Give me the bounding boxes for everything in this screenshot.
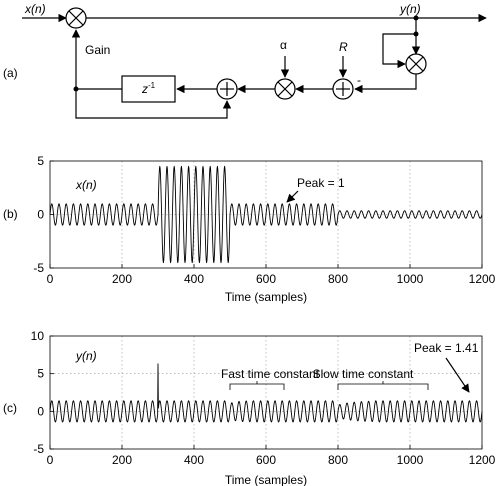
x-tick-label: 400 bbox=[184, 272, 204, 286]
minus-sign: - bbox=[357, 73, 361, 87]
reference-adder bbox=[332, 78, 354, 100]
squarer-multiplier bbox=[405, 53, 427, 75]
x-axis-label-c: Time (samples) bbox=[225, 473, 307, 486]
panel-c-label: (c) bbox=[3, 401, 17, 415]
x-tick-label: 800 bbox=[328, 453, 348, 467]
x-tick-label: 800 bbox=[328, 272, 348, 286]
y-tick-label: -5 bbox=[33, 261, 44, 275]
x-tick-label: 1000 bbox=[397, 453, 424, 467]
gain-label: Gain bbox=[85, 43, 110, 57]
x-tick-label: 1000 bbox=[397, 272, 424, 286]
r-label: R bbox=[339, 40, 348, 54]
panel-a-label: (a) bbox=[3, 66, 18, 80]
x-tick-label: 1200 bbox=[469, 453, 496, 467]
input-label: x(n) bbox=[24, 2, 46, 16]
y-tick-label: 10 bbox=[31, 329, 45, 343]
x-axis-label-b: Time (samples) bbox=[225, 290, 307, 304]
alpha-label: α bbox=[280, 38, 287, 52]
annotation-text-fast: Fast time constant bbox=[221, 367, 320, 381]
y-tick-label: 5 bbox=[37, 367, 44, 381]
x-tick-label: 200 bbox=[112, 272, 132, 286]
x-tick-label: 200 bbox=[112, 453, 132, 467]
annotation-peak-b: Peak = 1 bbox=[286, 176, 345, 203]
series-line-x bbox=[49, 165, 483, 264]
x-tick-label: 400 bbox=[184, 453, 204, 467]
panel-b-label: (b) bbox=[3, 207, 18, 221]
accumulator-adder bbox=[216, 78, 238, 100]
series-line-y bbox=[49, 363, 483, 423]
y-tick-label: 5 bbox=[37, 154, 44, 168]
gain-multiplier bbox=[65, 7, 87, 29]
annotation-text-peak-b: Peak = 1 bbox=[297, 176, 345, 190]
alpha-multiplier bbox=[274, 78, 296, 100]
x-tick-label: 600 bbox=[256, 272, 276, 286]
output-label: y(n) bbox=[399, 2, 421, 16]
delay-block: z-1 bbox=[121, 75, 176, 103]
x-tick-label: 0 bbox=[47, 453, 54, 467]
annotation-slow-time-constant: Slow time constant bbox=[313, 367, 429, 390]
annotation-text-peak-c: Peak = 1.41 bbox=[414, 341, 479, 355]
y-tick-label: 0 bbox=[37, 404, 44, 418]
x-tick-label: 600 bbox=[256, 453, 276, 467]
annotation-fast-time-constant: Fast time constant bbox=[221, 367, 320, 390]
x-tick-label: 1200 bbox=[469, 272, 496, 286]
series-label-c: y(n) bbox=[75, 349, 97, 363]
series-label-b: x(n) bbox=[75, 178, 97, 192]
x-tick-label: 0 bbox=[47, 272, 54, 286]
y-tick-label: 0 bbox=[37, 208, 44, 222]
annotation-text-slow: Slow time constant bbox=[313, 367, 414, 381]
annotation-peak-c: Peak = 1.41 bbox=[414, 341, 479, 393]
block-diagram: (a) x(n) y(n) - R bbox=[3, 2, 487, 119]
delay-label: z-1 bbox=[141, 81, 156, 96]
y-tick-label: -5 bbox=[33, 442, 44, 456]
